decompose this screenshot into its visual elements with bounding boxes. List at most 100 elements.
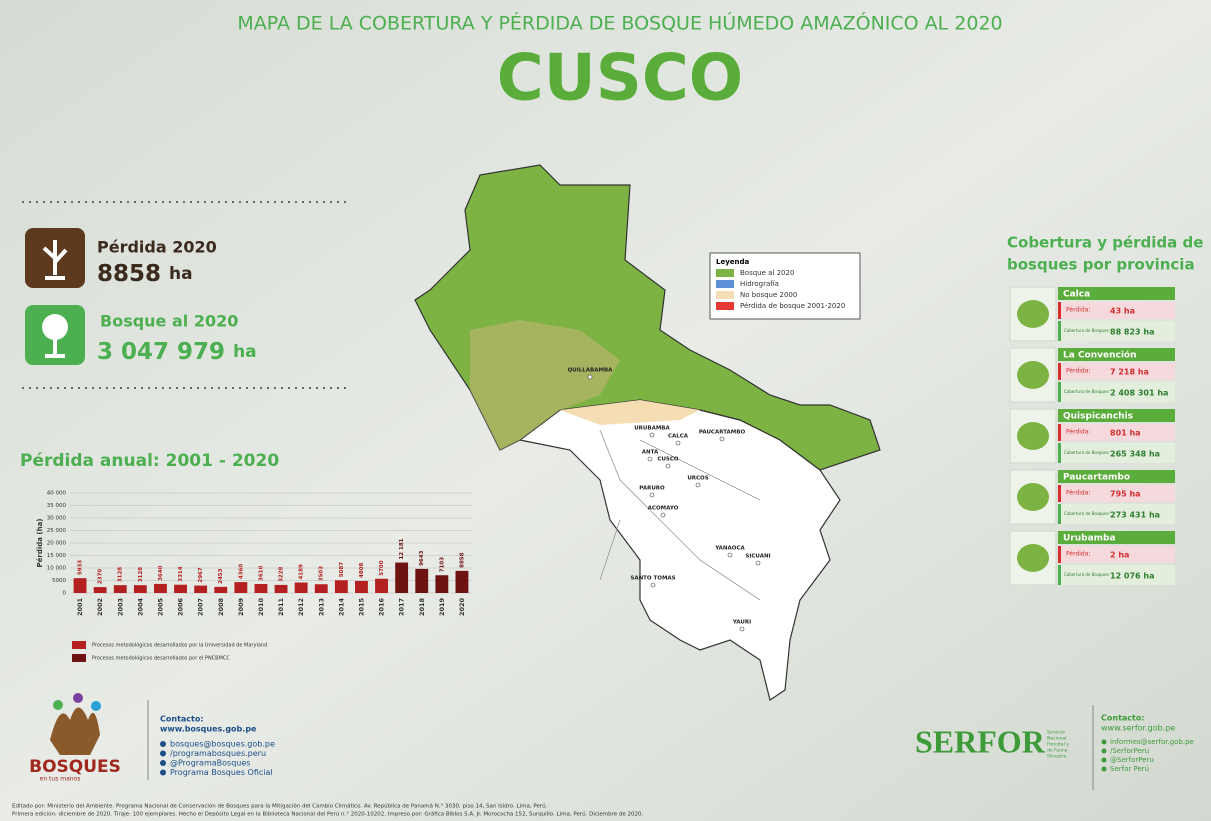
cover-label: Cobertura de Bosques: <box>1064 328 1110 333</box>
contact-icon <box>1102 740 1107 745</box>
map-place-dot <box>740 627 744 631</box>
cover-value: 273 431 ha <box>1110 511 1160 520</box>
loss-value: 2 ha <box>1110 551 1129 560</box>
bar <box>456 571 469 593</box>
serfor-name: SERFOR <box>915 723 1046 759</box>
title: CUSCO <box>497 42 743 116</box>
contact-icon <box>160 741 166 747</box>
map-place-dot <box>648 457 652 461</box>
contact-title: Contacto: <box>160 715 204 724</box>
contact-link: @ProgramaBosques <box>170 759 250 768</box>
value-label: 3640 <box>158 565 164 580</box>
page: {"header": {"subtitle": "MAPA DE LA COBE… <box>0 0 1211 821</box>
cover-marker <box>1058 504 1061 524</box>
map-place-dot <box>651 583 655 587</box>
loss-value: 43 ha <box>1110 307 1135 316</box>
contact-link: /programabosques.peru <box>170 749 266 758</box>
x-tick-label: 2014 <box>337 597 345 616</box>
map-place-dot <box>756 561 760 565</box>
y-axis-label: Pérdida (ha) <box>36 518 44 567</box>
cover-value: 88 823 ha <box>1110 328 1155 337</box>
map-place-dot <box>650 433 654 437</box>
map-place-label: SICUANI <box>745 554 770 560</box>
y-tick-label: 30 000 <box>47 516 67 522</box>
cover-value: 265 348 ha <box>1110 450 1160 459</box>
map-place-label: ANTA <box>642 450 659 456</box>
contact-website: www.serfor.gob.pe <box>1101 724 1175 733</box>
bar <box>375 579 388 593</box>
serfor-descriptor: Silvestre <box>1047 754 1067 760</box>
value-label: 7103 <box>439 557 445 572</box>
value-label: 12 181 <box>399 538 405 559</box>
footer-line: Primera edición: diciembre de 2020. Tira… <box>12 811 644 818</box>
province-shape <box>1017 422 1049 450</box>
x-tick-label: 2011 <box>277 597 285 616</box>
contact-link: informes@serfor.gob.pe <box>1110 738 1194 746</box>
loss-marker <box>1058 424 1061 441</box>
cover-label: Cobertura de Bosques: <box>1064 450 1110 455</box>
x-tick-label: 2019 <box>438 597 446 616</box>
map-place-label: SANTO TOMAS <box>630 576 675 582</box>
loss-marker <box>1058 363 1061 380</box>
value-label: 5933 <box>78 560 84 575</box>
contact-link: @SerforPeru <box>1110 756 1154 764</box>
stat-number: 3 047 979 <box>97 339 225 365</box>
legend-swatch <box>72 654 86 662</box>
map-legend-label: No bosque 2000 <box>740 291 797 299</box>
province-name: Calca <box>1063 290 1090 300</box>
y-tick-label: 20 000 <box>47 541 67 547</box>
cover-marker <box>1058 382 1061 402</box>
x-tick-label: 2012 <box>297 598 305 616</box>
value-label: 2370 <box>98 569 104 584</box>
map-place-dot <box>720 437 724 441</box>
x-tick-label: 2002 <box>96 598 104 616</box>
x-tick-label: 2003 <box>116 598 124 616</box>
bar <box>355 581 368 593</box>
legend-label: Procesos metodológicos desarrollados por… <box>92 655 230 662</box>
loss-label: Pérdida: <box>1066 307 1090 314</box>
map-place-dot <box>666 464 670 468</box>
y-tick-label: 10 000 <box>47 566 67 572</box>
province-name: Quispicanchis <box>1063 412 1133 422</box>
bar <box>435 575 448 593</box>
loss-marker <box>1058 546 1061 563</box>
loss-label: Pérdida: <box>1066 368 1090 375</box>
cover-label: Cobertura de Bosques: <box>1064 511 1110 516</box>
value-label: 2453 <box>218 568 224 583</box>
stat-number: 8858 <box>97 261 161 287</box>
map-place-label: PAUCARTAMBO <box>699 430 746 436</box>
loss-label: Pérdida: <box>1066 551 1090 558</box>
contact-icon <box>160 751 166 757</box>
y-tick-label: 35 000 <box>47 503 67 509</box>
x-tick-label: 2013 <box>317 598 325 616</box>
value-label: 5700 <box>379 560 385 575</box>
bar <box>335 580 348 593</box>
x-tick-label: 2001 <box>76 597 84 616</box>
x-tick-label: 2006 <box>177 597 185 616</box>
y-tick-label: 0 <box>63 591 67 597</box>
x-tick-label: 2015 <box>357 597 365 616</box>
map-place-label: CALCA <box>668 434 689 440</box>
legend-swatch <box>72 641 86 649</box>
province-shape <box>1017 483 1049 511</box>
x-tick-label: 2017 <box>398 598 406 616</box>
x-tick-label: 2007 <box>197 598 205 616</box>
value-label: 3228 <box>279 566 285 581</box>
contact-link: Programa Bosques Oficial <box>170 768 273 777</box>
x-tick-label: 2010 <box>257 597 265 616</box>
bosques-tagline: en tus manos <box>40 776 81 783</box>
contact-link: /SerforPeru <box>1110 747 1149 755</box>
value-label: 3128 <box>118 567 124 582</box>
contact-website: www.bosques.gob.pe <box>160 725 257 734</box>
value-label: 2967 <box>198 567 204 582</box>
loss-marker <box>1058 485 1061 502</box>
contact-icon <box>1102 749 1107 754</box>
province-shape <box>1017 544 1049 572</box>
value-label: 5087 <box>339 562 345 577</box>
value-label: 9643 <box>419 550 425 565</box>
bosques-logo-dot <box>73 693 83 703</box>
y-tick-label: 25 000 <box>47 528 67 534</box>
map-place-label: PARURO <box>639 486 665 492</box>
y-tick-label: 15 000 <box>47 553 67 559</box>
x-tick-label: 2020 <box>458 597 466 616</box>
